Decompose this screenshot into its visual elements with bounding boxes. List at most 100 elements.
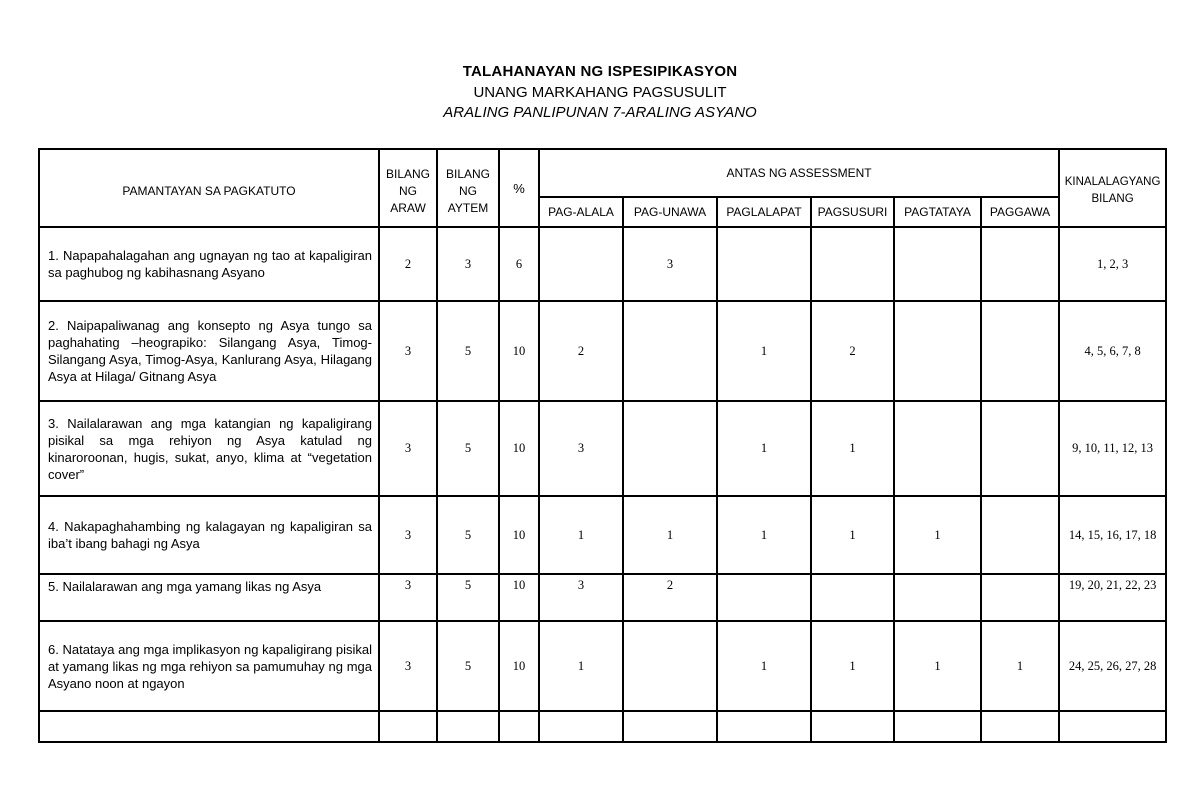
aytem-cell: 5 bbox=[436, 300, 500, 402]
header-level-pagsusuri: PAGSUSURI bbox=[810, 196, 895, 228]
kinalalagyang-bilang-cell: 14, 15, 16, 17, 18 bbox=[1058, 495, 1168, 575]
percent-cell: 10 bbox=[498, 300, 540, 402]
pag-alala-cell bbox=[538, 226, 624, 302]
kinalalagyang-bilang-cell: 4, 5, 6, 7, 8 bbox=[1058, 300, 1168, 402]
table-row: 2. Naipapaliwanag ang konsepto ng Asya t… bbox=[38, 300, 1168, 402]
aytem-cell: 3 bbox=[436, 226, 500, 302]
pamantayan-cell bbox=[38, 710, 380, 743]
pag-alala-cell: 3 bbox=[538, 573, 624, 622]
table-row: 6. Natataya ang mga implikasyon ng kapal… bbox=[38, 620, 1168, 712]
paglalapat-cell bbox=[716, 226, 812, 302]
pamantayan-cell: 2. Naipapaliwanag ang konsepto ng Asya t… bbox=[38, 300, 380, 402]
paglalapat-cell: 1 bbox=[716, 400, 812, 497]
araw-cell: 3 bbox=[378, 300, 438, 402]
pamantayan-cell: 5. Nailalarawan ang mga yamang likas ng … bbox=[38, 573, 380, 622]
header-level-paggawa: PAGGAWA bbox=[979, 196, 1061, 228]
pagsusuri-cell bbox=[810, 710, 895, 743]
aytem-cell: 5 bbox=[436, 400, 500, 497]
header-antas-ng-assessment: ANTAS NG ASSESSMENT bbox=[537, 148, 1061, 198]
paggawa-cell bbox=[979, 226, 1061, 302]
kinalalagyang-bilang-cell: 24, 25, 26, 27, 28 bbox=[1058, 620, 1168, 712]
araw-cell: 3 bbox=[378, 573, 438, 622]
pag-unawa-cell: 1 bbox=[622, 495, 718, 575]
pamantayan-cell: 3. Nailalarawan ang mga katangian ng kap… bbox=[38, 400, 380, 497]
document-title: TALAHANAYAN NG ISPESIPIKASYON bbox=[462, 63, 738, 80]
percent-cell: 10 bbox=[498, 620, 540, 712]
header-bilang-ng-araw: BILANG NG ARAW bbox=[378, 148, 438, 228]
percent-cell: 6 bbox=[498, 226, 540, 302]
percent-cell: 10 bbox=[498, 400, 540, 497]
pagsusuri-cell bbox=[810, 573, 895, 622]
pagtataya-cell bbox=[893, 300, 982, 402]
document-subtitle: UNANG MARKAHANG PAGSUSULIT bbox=[473, 83, 727, 101]
pagtataya-cell bbox=[893, 400, 982, 497]
pagsusuri-cell: 1 bbox=[810, 495, 895, 575]
araw-cell: 3 bbox=[378, 620, 438, 712]
pamantayan-cell: 1. Napapahalagahan ang ugnayan ng tao at… bbox=[38, 226, 380, 302]
aytem-cell: 5 bbox=[436, 573, 500, 622]
pagsusuri-cell: 1 bbox=[810, 400, 895, 497]
table-row: 3. Nailalarawan ang mga katangian ng kap… bbox=[38, 400, 1168, 497]
araw-cell bbox=[378, 710, 438, 743]
header-level-pagtataya: PAGTATAYA bbox=[893, 196, 982, 228]
araw-cell: 2 bbox=[378, 226, 438, 302]
paglalapat-cell bbox=[716, 710, 812, 743]
kinalalagyang-bilang-cell: 9, 10, 11, 12, 13 bbox=[1058, 400, 1168, 497]
pamantayan-cell: 6. Natataya ang mga implikasyon ng kapal… bbox=[38, 620, 380, 712]
pag-unawa-cell bbox=[622, 300, 718, 402]
header-level-paglalapat: PAGLALAPAT bbox=[716, 196, 812, 228]
specification-table: PAMANTAYAN SA PAGKATUTO BILANG NG ARAW B… bbox=[38, 148, 1168, 743]
paglalapat-cell: 1 bbox=[716, 495, 812, 575]
pagsusuri-cell: 1 bbox=[810, 620, 895, 712]
pagtataya-cell: 1 bbox=[893, 495, 982, 575]
percent-cell: 10 bbox=[498, 573, 540, 622]
header-kinalalagyang-bilang: KINALALAGYANG BILANG bbox=[1058, 148, 1168, 228]
table-row bbox=[38, 710, 1168, 743]
aytem-cell bbox=[436, 710, 500, 743]
araw-cell: 3 bbox=[378, 400, 438, 497]
kinalalagyang-bilang-cell bbox=[1058, 710, 1168, 743]
pag-alala-cell: 3 bbox=[538, 400, 624, 497]
paggawa-cell bbox=[979, 710, 1061, 743]
pagsusuri-cell: 2 bbox=[810, 300, 895, 402]
pagtataya-cell: 1 bbox=[893, 620, 982, 712]
header-row-levels: PAG-ALALA PAG-UNAWA PAGLALAPAT PAGSUSURI… bbox=[39, 196, 1166, 228]
kinalalagyang-bilang-cell: 19, 20, 21, 22, 23 bbox=[1058, 573, 1168, 622]
pagtataya-cell bbox=[893, 226, 982, 302]
paglalapat-cell: 1 bbox=[716, 300, 812, 402]
percent-cell bbox=[498, 710, 540, 743]
header-level-pag-alala: PAG-ALALA bbox=[538, 196, 624, 228]
pag-unawa-cell bbox=[622, 620, 718, 712]
pag-alala-cell bbox=[538, 710, 624, 743]
pag-alala-cell: 2 bbox=[538, 300, 624, 402]
document-header: TALAHANAYAN NG ISPESIPIKASYON UNANG MARK… bbox=[0, 62, 1200, 124]
document-subject: ARALING PANLIPUNAN 7-ARALING ASYANO bbox=[443, 104, 757, 121]
pagtataya-cell bbox=[893, 710, 982, 743]
kinalalagyang-bilang-cell: 1, 2, 3 bbox=[1058, 226, 1168, 302]
header-level-pag-unawa: PAG-UNAWA bbox=[622, 196, 718, 228]
paggawa-cell bbox=[979, 573, 1061, 622]
aytem-cell: 5 bbox=[436, 620, 500, 712]
pagsusuri-cell bbox=[810, 226, 895, 302]
pag-unawa-cell bbox=[622, 400, 718, 497]
paggawa-cell bbox=[979, 300, 1061, 402]
pamantayan-cell: 4. Nakapaghahambing ng kalagayan ng kapa… bbox=[38, 495, 380, 575]
pag-unawa-cell bbox=[622, 710, 718, 743]
paggawa-cell: 1 bbox=[979, 620, 1061, 712]
pag-alala-cell: 1 bbox=[538, 495, 624, 575]
header-bilang-ng-aytem: BILANG NG AYTEM bbox=[436, 148, 500, 228]
pag-unawa-cell: 2 bbox=[622, 573, 718, 622]
table-row: 1. Napapahalagahan ang ugnayan ng tao at… bbox=[38, 226, 1168, 302]
paggawa-cell bbox=[979, 495, 1061, 575]
pag-unawa-cell: 3 bbox=[622, 226, 718, 302]
table-row: 5. Nailalarawan ang mga yamang likas ng … bbox=[38, 573, 1168, 622]
paggawa-cell bbox=[979, 400, 1061, 497]
header-row-top: PAMANTAYAN SA PAGKATUTO BILANG NG ARAW B… bbox=[38, 148, 1168, 228]
pagtataya-cell bbox=[893, 573, 982, 622]
table-row: 4. Nakapaghahambing ng kalagayan ng kapa… bbox=[38, 495, 1168, 575]
aytem-cell: 5 bbox=[436, 495, 500, 575]
header-percent: % bbox=[498, 148, 540, 228]
araw-cell: 3 bbox=[378, 495, 438, 575]
paglalapat-cell bbox=[716, 573, 812, 622]
